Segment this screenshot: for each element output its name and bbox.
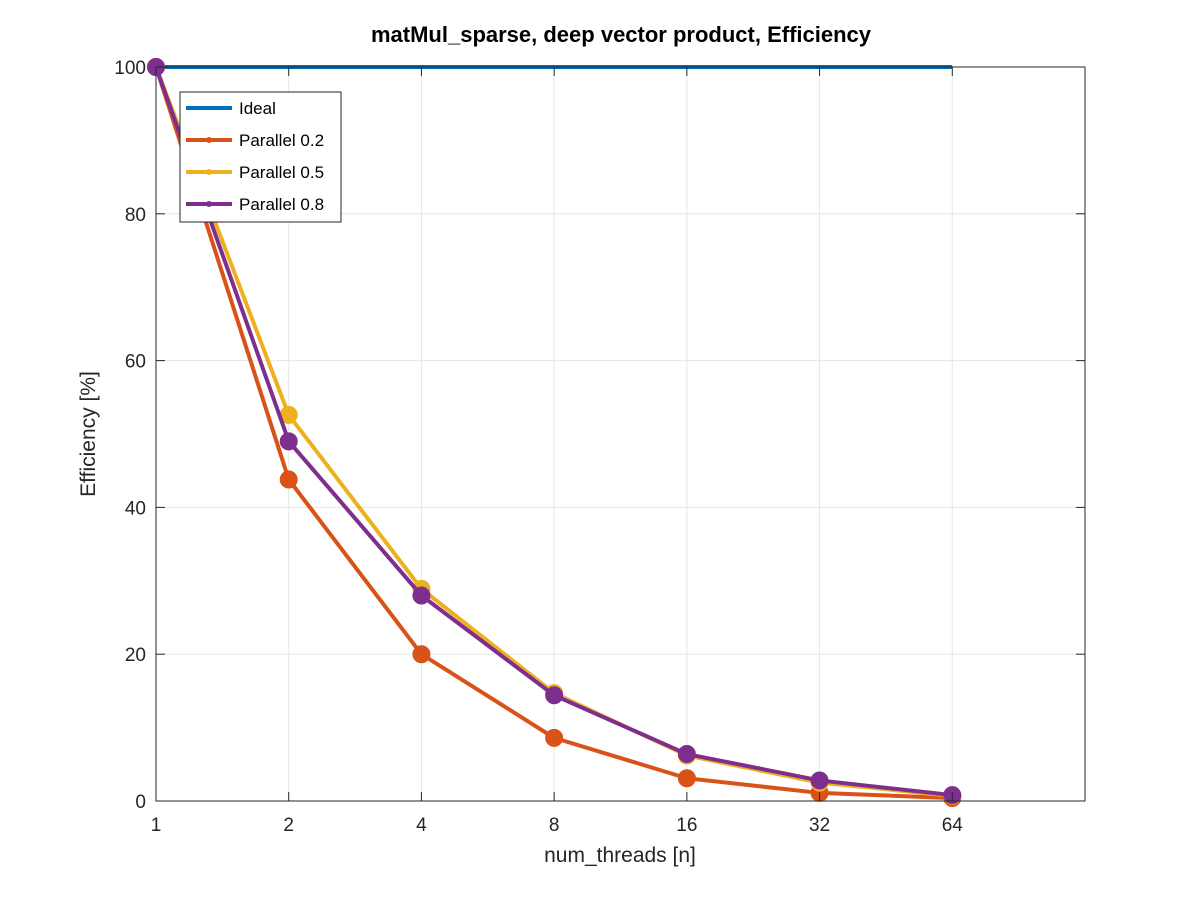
data-point-parallel-0-2 (677, 769, 696, 788)
data-point-parallel-0-2 (279, 470, 298, 489)
y-tick-label: 0 (135, 792, 146, 813)
data-point-parallel-0-2 (412, 645, 431, 664)
legend-marker-parallel-0-2 (206, 137, 212, 143)
x-tick-label: 32 (809, 815, 830, 836)
y-tick-label: 40 (125, 498, 146, 519)
legend-marker-parallel-0-8 (206, 201, 212, 207)
x-tick-label: 8 (549, 815, 560, 836)
data-point-parallel-0-2 (545, 728, 564, 747)
legend-marker-parallel-0-5 (206, 169, 212, 175)
plot-area-frame (155, 66, 1086, 802)
data-point-parallel-0-8 (545, 686, 564, 705)
series-parallel-0-8 (147, 58, 962, 805)
y-tick-label: 100 (114, 58, 146, 79)
x-tick-label: 16 (676, 815, 697, 836)
data-point-parallel-0-8 (279, 432, 298, 451)
tick-layer: 1 2 4 8 16 32 64 0 20 40 60 80 100 (114, 58, 1085, 836)
chart-title: matMul_sparse, deep vector product, Effi… (371, 22, 872, 47)
data-point-parallel-0-8 (412, 586, 431, 605)
data-point-parallel-0-8 (810, 771, 829, 790)
x-axis-label: num_threads [n] (544, 844, 696, 867)
legend-label-parallel-0-8: Parallel 0.8 (239, 195, 324, 214)
x-tick-label: 2 (283, 815, 294, 836)
x-tick-label: 4 (416, 815, 427, 836)
legend: Ideal Parallel 0.2 Parallel 0.5 Parallel 0.… (179, 91, 342, 223)
y-tick-label: 20 (125, 645, 146, 666)
y-tick-label: 60 (125, 352, 146, 373)
y-tick-label: 80 (125, 205, 146, 226)
legend-label-parallel-0-2: Parallel 0.2 (239, 131, 324, 150)
x-tick-label: 64 (942, 815, 964, 836)
y-axis-label: Efficiency [%] (77, 371, 100, 497)
legend-box (179, 91, 342, 223)
legend-label-ideal: Ideal (239, 99, 276, 118)
data-point-parallel-0-8 (677, 745, 696, 764)
x-tick-label: 1 (151, 815, 162, 836)
legend-label-parallel-0-5: Parallel 0.5 (239, 163, 324, 182)
